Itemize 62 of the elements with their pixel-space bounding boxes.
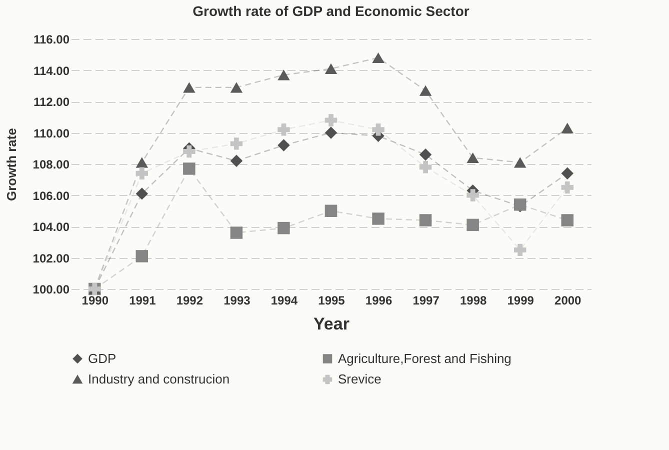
x-tick-label: 1996	[365, 294, 392, 308]
point	[230, 226, 243, 239]
x-tick-label: 1990	[82, 294, 109, 308]
legend-label: Agriculture,Forest and Fishing	[338, 350, 512, 366]
point	[372, 52, 384, 64]
point	[419, 85, 432, 96]
point	[278, 139, 290, 152]
legend-label: GDP	[88, 350, 116, 366]
x-tick-label: 1999	[507, 294, 534, 308]
point	[136, 188, 148, 200]
point	[466, 189, 479, 202]
point	[324, 114, 338, 126]
point	[372, 124, 384, 136]
x-tick-label: 1997	[412, 294, 440, 308]
point	[183, 162, 196, 175]
y-tick-label: 106.00	[32, 188, 70, 203]
y-tick-label: 110.00	[33, 126, 70, 140]
point	[230, 82, 243, 93]
point	[278, 70, 290, 80]
point	[183, 145, 196, 158]
point	[514, 157, 526, 168]
x-tick-label: 1993	[224, 294, 251, 308]
y-axis-title: Growth rate	[4, 128, 19, 201]
y-tick-label: 102.00	[32, 251, 70, 266]
point	[561, 122, 574, 134]
point	[419, 214, 432, 226]
y-tick-label: 108.00	[32, 158, 70, 172]
y-tick-label: 104.00	[32, 220, 70, 234]
x-tick-label: 1995	[318, 294, 346, 308]
point	[466, 152, 479, 164]
x-tick-label: 1992	[176, 294, 204, 308]
chart-title: Growth rate of GDP and Economic Sector	[192, 3, 470, 19]
point	[278, 222, 290, 234]
point	[372, 212, 384, 225]
point	[561, 214, 574, 226]
y-tick-label: 112.00	[33, 95, 70, 109]
point	[230, 138, 243, 150]
point	[136, 250, 148, 262]
y-tick-label: 100.00	[32, 282, 70, 296]
x-tick-label: 1998	[460, 294, 487, 308]
x-tick-label: 2000	[554, 294, 582, 308]
point	[230, 154, 243, 167]
y-tick-label: 114.00	[33, 64, 70, 78]
point	[324, 126, 338, 139]
y-tick-label: 116.00	[33, 32, 70, 46]
point	[419, 148, 432, 161]
point	[324, 63, 338, 74]
x-tick-label: 1994	[270, 294, 298, 308]
point	[278, 124, 290, 136]
point	[561, 167, 574, 180]
point	[561, 181, 574, 194]
point	[466, 218, 479, 232]
x-tick-label: 1991	[129, 294, 156, 308]
point	[183, 82, 196, 93]
legend-label: Srevice	[338, 372, 382, 386]
point	[324, 204, 338, 217]
point	[136, 167, 148, 180]
x-axis-title: Year	[314, 314, 350, 334]
legend-label: Industry and construcion	[88, 372, 230, 386]
point	[419, 161, 432, 174]
point	[514, 244, 526, 256]
point	[136, 157, 148, 168]
